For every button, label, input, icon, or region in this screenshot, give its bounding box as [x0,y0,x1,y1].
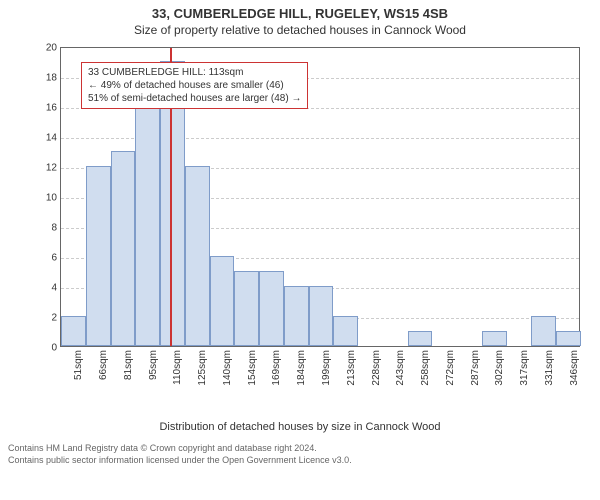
histogram-bar [234,271,259,346]
y-tick-label: 4 [51,283,57,294]
page-subtitle: Size of property relative to detached ho… [0,23,600,37]
x-tick-label: 95sqm [148,350,159,380]
x-tick-label: 154sqm [247,350,258,386]
y-tick-label: 14 [46,133,57,144]
histogram-bar [309,286,334,346]
x-tick-label: 213sqm [346,350,357,386]
histogram-bar [210,256,235,346]
histogram-bar [135,106,160,346]
footer: Contains HM Land Registry data © Crown c… [0,437,600,466]
chart-container: Number of detached properties 0246810121… [0,37,600,437]
y-tick-label: 2 [51,313,57,324]
x-tick-label: 243sqm [395,350,406,386]
y-tick-label: 8 [51,223,57,234]
histogram-bar [185,166,210,346]
histogram-bar [556,331,581,346]
footer-line-2: Contains public sector information licen… [8,455,592,467]
x-tick-label: 287sqm [470,350,481,386]
x-tick-label: 140sqm [222,350,233,386]
x-tick-label: 169sqm [271,350,282,386]
legend-line-3: 51% of semi-detached houses are larger (… [88,92,301,105]
y-tick-label: 10 [46,193,57,204]
histogram-bar [284,286,309,346]
page-title: 33, CUMBERLEDGE HILL, RUGELEY, WS15 4SB [0,6,600,21]
x-tick-label: 110sqm [172,350,183,385]
plot-area: 0246810121416182051sqm66sqm81sqm95sqm110… [60,47,580,347]
x-tick-label: 272sqm [445,350,456,386]
x-tick-label: 317sqm [519,350,530,386]
x-tick-label: 258sqm [420,350,431,386]
x-tick-label: 199sqm [321,350,332,386]
x-axis-label: Distribution of detached houses by size … [0,421,600,433]
x-tick-label: 302sqm [494,350,505,386]
y-tick-label: 12 [46,163,57,174]
y-tick-label: 16 [46,103,57,114]
y-tick-label: 6 [51,253,57,264]
x-tick-label: 184sqm [296,350,307,386]
histogram-bar [259,271,284,346]
histogram-bar [531,316,556,346]
histogram-bar [482,331,507,346]
x-tick-label: 331sqm [544,350,555,386]
histogram-bar [111,151,136,346]
legend-line-1: 33 CUMBERLEDGE HILL: 113sqm [88,66,301,79]
histogram-bar [333,316,358,346]
x-tick-label: 228sqm [371,350,382,386]
x-tick-label: 81sqm [123,350,134,380]
x-tick-label: 66sqm [98,350,109,380]
y-tick-label: 0 [51,343,57,354]
y-tick-label: 18 [46,73,57,84]
x-tick-label: 51sqm [73,350,84,380]
legend-line-2: ← 49% of detached houses are smaller (46… [88,79,301,92]
footer-line-1: Contains HM Land Registry data © Crown c… [8,443,592,455]
x-tick-label: 125sqm [197,350,208,386]
marker-legend: 33 CUMBERLEDGE HILL: 113sqm← 49% of deta… [81,62,308,109]
histogram-bar [86,166,111,346]
histogram-bar [61,316,86,346]
histogram-bar [408,331,433,346]
y-tick-label: 20 [46,43,57,54]
x-tick-label: 346sqm [569,350,580,386]
